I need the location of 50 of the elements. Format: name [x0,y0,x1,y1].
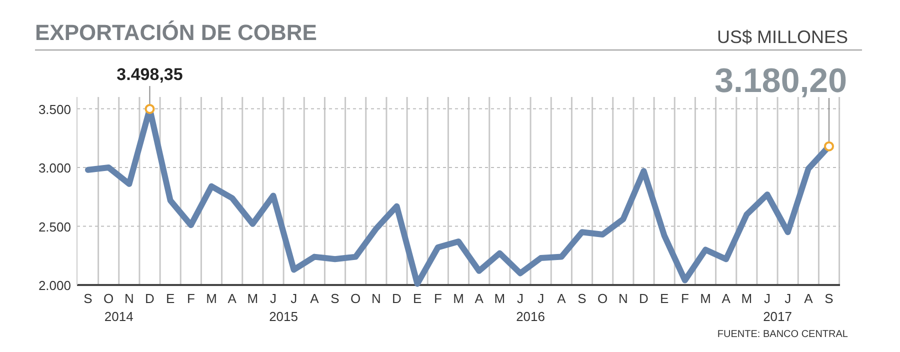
x-tick-label: J [290,291,298,306]
x-tick-label: E [412,291,422,306]
text: 2017 [763,309,792,324]
x-tick-label: E [660,291,669,306]
x-tick-label: A [557,291,566,306]
x-tick-label: O [598,291,608,306]
text: 2016 [516,309,546,324]
chart-title: EXPORTACIÓN DE COBRE [35,20,317,45]
x-tick-label: A [474,291,484,306]
y-tick-label: 3.500 [38,102,71,117]
source-note: FUENTE: BANCO CENTRAL [717,329,848,340]
x-tick-label: D [392,291,402,306]
x-tick-label: M [453,291,464,306]
x-tick-label: S [84,291,93,306]
x-tick-label: N [371,291,381,306]
x-tick-label: A [228,291,237,306]
x-tick-label: F [680,291,689,306]
x-tick-label: M [700,291,711,306]
x-tick-label: A [804,291,814,306]
y-tick-label: 3.000 [38,160,71,176]
data-label: 3.498,35 [116,65,183,84]
x-tick-label: N [124,291,134,306]
x-tick-label: O [104,291,114,306]
x-tick-label: M [741,291,752,306]
x-tick-label: S [824,291,834,306]
x-tick-label: M [494,291,506,306]
text: 2014 [104,309,134,324]
x-tick-label: D [145,291,154,306]
x-tick-label: M [247,291,258,306]
x-tick-label: J [784,291,792,306]
x-tick-label: S [578,291,587,306]
x-tick-label: S [330,291,340,306]
x-tick-label: J [517,291,524,306]
x-tick-label: J [270,291,276,306]
x-tick-label: F [186,291,195,306]
y-axis-title: US$ MILLONES [716,27,848,47]
x-tick-label: O [350,291,361,306]
x-tick-label: D [639,291,648,306]
x-tick-label: A [722,291,731,306]
x-tick-label: N [618,291,628,306]
x-tick-label: A [310,291,320,306]
x-tick-label: F [434,291,442,306]
x-tick-label: J [764,291,770,306]
x-tick-label: E [166,291,175,306]
data-label: 3.180,20 [714,62,847,100]
y-tick-label: 2.000 [38,278,71,293]
x-tick-label: J [538,291,544,306]
y-tick-label: 2.500 [38,219,71,234]
text: 2015 [269,309,298,324]
x-tick-label: M [206,291,217,306]
